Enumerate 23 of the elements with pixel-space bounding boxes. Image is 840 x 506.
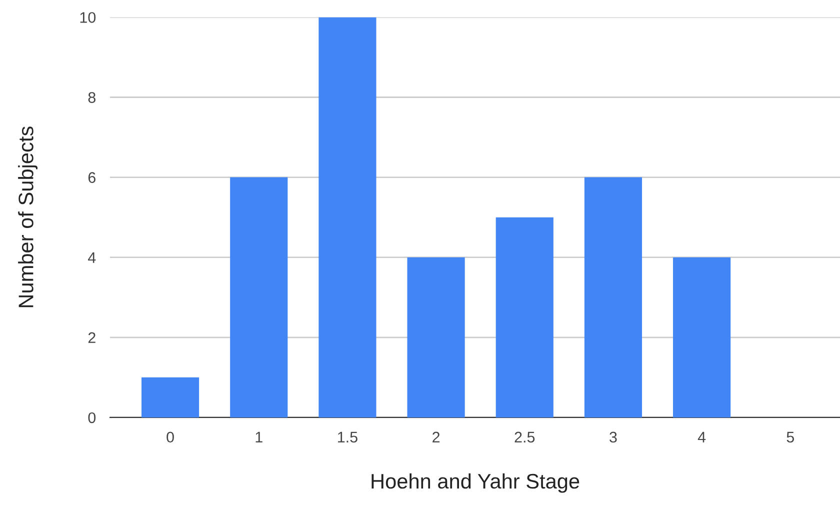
x-tick-label: 5 — [786, 432, 794, 443]
y-tick-label: 2 — [88, 332, 96, 343]
bar — [230, 177, 288, 418]
x-tick-label: 0 — [166, 432, 174, 443]
x-tick-label: 1.5 — [338, 432, 358, 443]
x-axis-title: Hoehn and Yahr Stage — [372, 473, 580, 493]
x-tick-label: 3 — [610, 432, 617, 443]
bar — [141, 377, 200, 418]
x-tick-label: 2.5 — [514, 432, 535, 443]
bar — [584, 177, 642, 418]
x-tick-label: 2 — [432, 432, 440, 442]
bar — [407, 257, 465, 418]
y-tick-label: 10 — [80, 12, 96, 23]
y-tick-label: 0 — [88, 412, 96, 424]
x-tick-label: 1 — [256, 432, 262, 442]
y-tick-label: 8 — [88, 92, 96, 103]
bar — [673, 257, 731, 418]
y-tick-label: 4 — [88, 252, 96, 263]
y-axis-title: Number of Subjects — [18, 126, 38, 308]
bar — [496, 217, 554, 418]
y-tick-label: 6 — [88, 172, 96, 183]
x-tick-label: 4 — [698, 432, 706, 442]
bar — [318, 17, 376, 418]
